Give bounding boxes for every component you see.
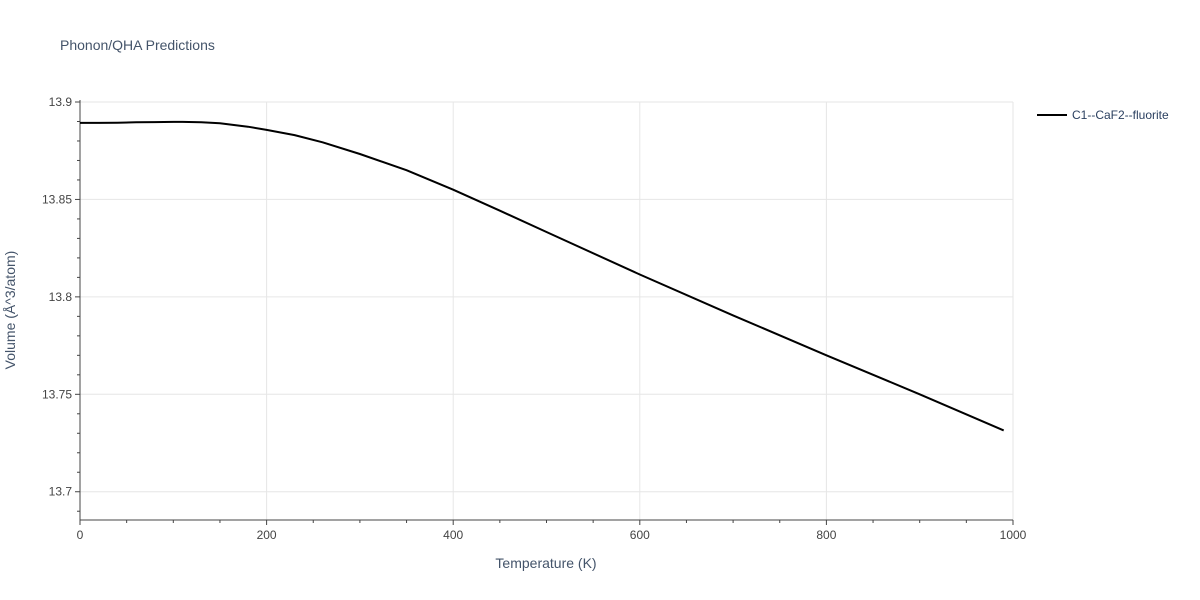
chart-title: Phonon/QHA Predictions bbox=[60, 37, 215, 53]
x-tick-label: 0 bbox=[77, 528, 84, 542]
y-axis-label: Volume (Å^3/atom) bbox=[2, 251, 18, 370]
y-tick-label: 13.8 bbox=[49, 290, 73, 304]
series-layer bbox=[80, 120, 1005, 432]
x-tick-label: 400 bbox=[443, 528, 463, 542]
grid bbox=[80, 101, 1014, 520]
y-ticks: 13.7 13.75 13.8 13.85 13.9 bbox=[42, 95, 72, 499]
y-tick-label: 13.75 bbox=[42, 387, 72, 401]
x-tick-label: 600 bbox=[630, 528, 650, 542]
x-tick-label: 200 bbox=[257, 528, 277, 542]
axes bbox=[75, 100, 1014, 525]
y-tick-label: 13.85 bbox=[42, 192, 72, 206]
series-line-0 bbox=[80, 120, 1005, 432]
legend-label: C1--CaF2--fluorite bbox=[1072, 108, 1169, 122]
x-axis-label: Temperature (K) bbox=[495, 555, 596, 571]
y-tick-label: 13.9 bbox=[49, 95, 73, 109]
x-ticks: 0 200 400 600 800 1000 bbox=[77, 528, 1027, 542]
x-tick-label: 800 bbox=[816, 528, 836, 542]
y-tick-label: 13.7 bbox=[49, 485, 73, 499]
x-tick-label: 1000 bbox=[1000, 528, 1027, 542]
legend[interactable]: C1--CaF2--fluorite bbox=[1037, 108, 1169, 122]
